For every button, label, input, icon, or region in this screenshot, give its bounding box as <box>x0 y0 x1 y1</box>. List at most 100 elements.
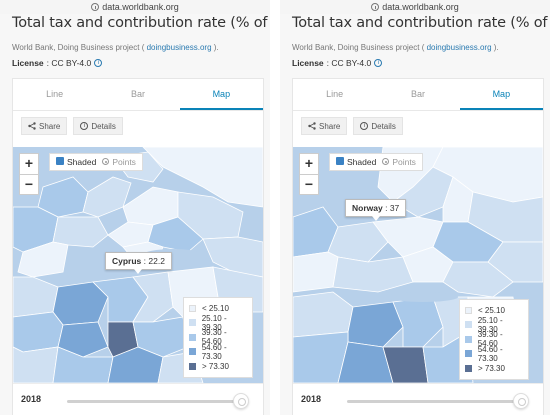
year-slider-bar: 2018 <box>293 383 543 415</box>
tab-map[interactable]: Map <box>179 79 263 110</box>
legend-swatch <box>189 348 196 356</box>
share-icon <box>28 122 36 130</box>
legend-swatch <box>189 362 196 370</box>
source-link[interactable]: doingbusiness.org <box>146 43 212 52</box>
points-option[interactable]: Points <box>102 157 136 167</box>
year-label: 2018 <box>21 394 42 404</box>
tab-map[interactable]: Map <box>459 79 543 110</box>
info-icon[interactable]: i <box>94 59 103 67</box>
shaded-icon <box>56 157 64 165</box>
source-link[interactable]: doingbusiness.org <box>426 43 492 52</box>
year-label: 2018 <box>301 394 322 404</box>
source-text: World Bank, Doing Business project ( doi… <box>12 43 219 52</box>
year-slider-thumb[interactable] <box>513 393 529 409</box>
legend-label: 39.30 - 54.60 <box>477 330 503 349</box>
browser-url-bar[interactable]: data.worldbank.org <box>0 0 270 14</box>
share-button[interactable]: Share <box>21 117 68 135</box>
zoom-out-button[interactable]: − <box>300 174 318 194</box>
lock-icon <box>91 3 100 11</box>
license-line: License : CC BY-4.0 i <box>292 58 383 68</box>
source-prefix: World Bank, Doing Business project ( <box>292 43 425 52</box>
legend-item: 25.10 - 39.30 <box>465 316 523 334</box>
details-info-icon: i <box>80 122 89 130</box>
map-legend: < 25.10 25.10 - 39.30 39.30 - 54.60 54.6… <box>183 297 253 378</box>
details-label: Details <box>371 121 396 131</box>
source-suffix: ). <box>213 43 219 52</box>
choropleth-map[interactable]: + − Shaded Points Norway : 37 < 25.10 25… <box>293 147 543 383</box>
license-value: : CC BY-4.0 <box>46 58 92 68</box>
share-button[interactable]: Share <box>301 117 348 135</box>
map-mode-switch: Shaded Points <box>329 153 423 171</box>
choropleth-map[interactable]: + − Shaded Points Cyprus : 22.2 < 25.10 … <box>13 147 263 383</box>
zoom-in-button[interactable]: + <box>24 155 34 171</box>
url-text: data.worldbank.org <box>102 2 179 12</box>
legend-item: 54.60 - 73.30 <box>465 344 523 363</box>
legend-swatch <box>189 304 196 312</box>
chart-toolbar: Share i Details <box>21 117 123 135</box>
shaded-option[interactable]: Shaded <box>336 157 376 167</box>
shaded-icon <box>336 157 344 165</box>
right-panel: data.worldbank.org Total tax and contrib… <box>280 0 550 415</box>
source-text: World Bank, Doing Business project ( doi… <box>292 43 499 52</box>
legend-item: 39.30 - 54.60 <box>465 330 523 349</box>
legend-item: > 73.30 <box>189 359 247 374</box>
year-slider-track[interactable] <box>347 400 523 403</box>
legend-label: < 25.10 <box>478 305 505 315</box>
details-label: Details <box>91 121 116 131</box>
legend-label: > 73.30 <box>478 363 505 373</box>
legend-label: > 73.30 <box>202 361 229 371</box>
url-text: data.worldbank.org <box>382 2 459 12</box>
source-suffix: ). <box>493 43 499 52</box>
tooltip-value: : 22.2 <box>143 256 165 266</box>
browser-url-bar[interactable]: data.worldbank.org <box>280 0 550 14</box>
points-option[interactable]: Points <box>382 157 416 167</box>
page-title: Total tax and contribution rate (% of pr… <box>12 15 270 31</box>
legend-swatch <box>189 319 196 327</box>
zoom-in-button[interactable]: + <box>304 155 314 171</box>
tooltip-country: Cyprus <box>112 256 142 266</box>
tab-line[interactable]: Line <box>326 89 344 99</box>
chart-card: Line Bar Map Share i Details <box>12 78 264 415</box>
points-label: Points <box>112 157 136 167</box>
details-button[interactable]: i Details <box>73 117 123 135</box>
points-icon <box>382 158 390 165</box>
license-value: : CC BY-4.0 <box>326 58 372 68</box>
legend-swatch <box>465 350 472 358</box>
map-tooltip: Cyprus : 22.2 <box>105 252 172 274</box>
zoom-controls: + − <box>299 153 319 195</box>
legend-item: < 25.10 <box>189 301 247 316</box>
chart-tabs: Line Bar Map <box>293 79 543 111</box>
legend-label: 39.30 - 54.60 <box>201 328 227 347</box>
legend-swatch <box>465 306 472 314</box>
legend-item: 54.60 - 73.30 <box>189 342 247 361</box>
tab-bar[interactable]: Bar <box>130 89 145 99</box>
shaded-option[interactable]: Shaded <box>56 157 96 167</box>
tooltip-country: Norway <box>352 203 383 213</box>
legend-item: 39.30 - 54.60 <box>189 328 247 347</box>
legend-item: < 25.10 <box>465 303 523 318</box>
legend-item: > 73.30 <box>465 361 523 376</box>
tab-bar[interactable]: Bar <box>410 89 425 99</box>
zoom-out-button[interactable]: − <box>20 174 38 194</box>
tab-line[interactable]: Line <box>46 89 64 99</box>
map-mode-switch: Shaded Points <box>49 153 143 171</box>
left-panel: data.worldbank.org Total tax and contrib… <box>0 0 270 415</box>
map-tooltip: Norway : 37 <box>345 199 407 221</box>
chart-tabs: Line Bar Map <box>13 79 263 111</box>
info-icon[interactable]: i <box>374 59 383 67</box>
legend-label: 54.60 - 73.30 <box>477 344 503 363</box>
year-slider-track[interactable] <box>67 400 243 403</box>
details-button[interactable]: i Details <box>353 117 403 135</box>
legend-label: < 25.10 <box>202 303 229 313</box>
lock-icon <box>371 3 380 11</box>
year-slider-thumb[interactable] <box>233 393 249 409</box>
details-info-icon: i <box>360 122 369 130</box>
shaded-label: Shaded <box>347 157 377 167</box>
legend-label: 54.60 - 73.30 <box>201 342 227 361</box>
chart-toolbar: Share i Details <box>301 117 403 135</box>
map-legend: < 25.10 25.10 - 39.30 39.30 - 54.60 54.6… <box>459 299 529 380</box>
license-label: License <box>12 58 44 68</box>
legend-swatch <box>189 333 196 341</box>
legend-label: 25.10 - 39.30 <box>201 313 227 332</box>
chart-card: Line Bar Map Share i Details <box>292 78 544 415</box>
